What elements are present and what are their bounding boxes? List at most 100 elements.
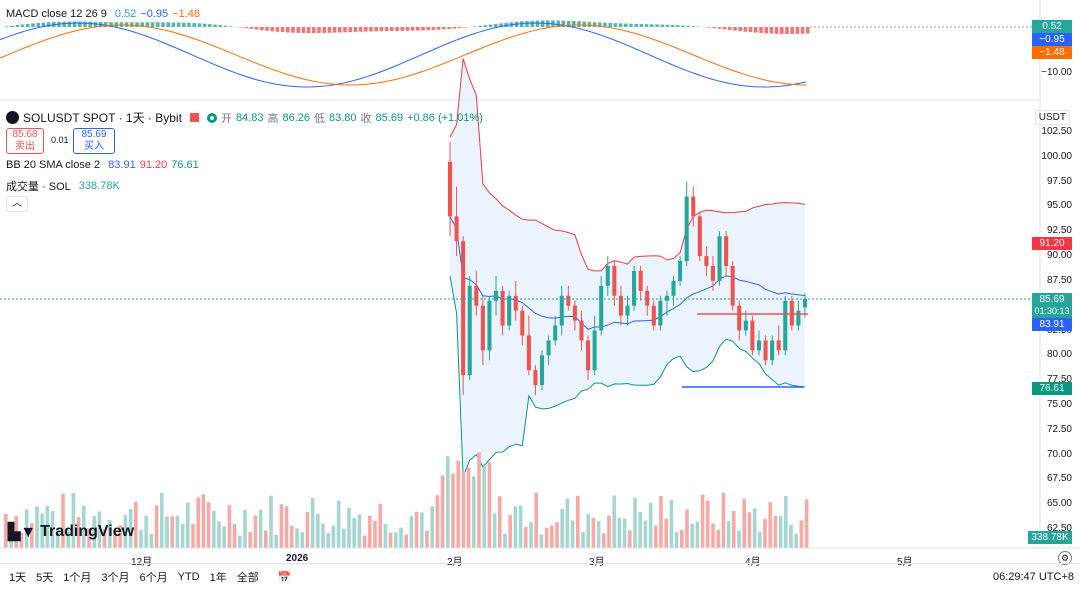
candle-body	[553, 325, 558, 341]
time-tick-feb: 2月	[447, 557, 463, 568]
macd-histogram-bar	[722, 27, 727, 30]
macd-histogram-bar	[410, 27, 415, 31]
timeframe-5d[interactable]: 5天	[36, 572, 54, 584]
volume-bar	[440, 475, 445, 548]
candle-countdown: 01:30:13	[1032, 305, 1072, 318]
macd-histogram-bar	[644, 24, 649, 27]
timeframe-1d[interactable]: 1天	[9, 572, 27, 584]
macd-histogram-bar	[795, 27, 800, 34]
macd-histogram-bar	[176, 22, 181, 27]
close-value: 85.69	[375, 111, 404, 124]
macd-histogram-bar	[291, 27, 295, 33]
collapse-legend-button[interactable]: ︿	[6, 196, 28, 212]
macd-histogram-bar	[556, 20, 560, 27]
symbol-title[interactable]: SOLUSDT SPOT · 1天 · Bybit	[23, 111, 182, 125]
macd-histogram-bar	[478, 25, 482, 27]
volume-bar	[721, 492, 726, 548]
macd-histogram-bar	[748, 27, 753, 33]
volume-bar	[643, 520, 648, 548]
macd-histogram-bar	[171, 22, 176, 27]
candle-body	[546, 340, 551, 356]
symbol-legend[interactable]: SOLUSDT SPOT · 1天 · Bybit 开 84.83 高 86.2…	[6, 109, 483, 126]
macd-histogram-bar	[686, 25, 690, 27]
price-tick: 102.50	[1041, 126, 1072, 137]
bb-legend[interactable]: BB 20 SMA close 2 83.91 91.20 76.61	[6, 159, 199, 171]
candle-body	[612, 265, 617, 296]
volume-legend[interactable]: 成交量 · SOL 338.78K	[6, 178, 120, 194]
volume-bar	[622, 518, 627, 548]
price-tick: 62.50	[1046, 523, 1072, 534]
tradingview-logo[interactable]: ▙▼ TradingView	[8, 522, 134, 542]
macd-histogram-bar	[36, 22, 40, 27]
macd-histogram-bar	[613, 23, 618, 27]
volume-bar	[30, 523, 34, 548]
macd-histogram-bar	[374, 27, 378, 32]
volume-bar	[435, 495, 440, 548]
volume-bar	[674, 532, 679, 548]
currency-selector[interactable]: USDT	[1034, 110, 1070, 125]
volume-bar	[326, 533, 330, 548]
macd-histogram-bar	[681, 25, 685, 27]
macd-histogram-bar	[156, 22, 160, 27]
change-value: +0.86 (+1.01%)	[407, 111, 483, 124]
volume-bar	[113, 532, 117, 548]
timeframe-1y[interactable]: 1年	[209, 572, 227, 584]
candle-body	[592, 330, 597, 371]
candle-body	[750, 320, 755, 351]
sell-button[interactable]: 85.68 卖出	[6, 128, 44, 154]
volume-bar	[212, 511, 216, 548]
volume-bar	[695, 521, 700, 548]
macd-histogram-bar	[31, 23, 35, 27]
time-tick-mar: 3月	[589, 557, 605, 568]
volume-bar	[503, 533, 507, 548]
macd-hist-tag: 0.52	[1032, 20, 1072, 33]
volume-bar	[149, 533, 154, 548]
volume-bar	[794, 533, 798, 548]
volume-bar	[544, 527, 549, 548]
macd-histogram-bar	[665, 24, 670, 27]
volume-bar	[248, 531, 252, 548]
volume-bar	[336, 500, 341, 548]
timeframe-1m[interactable]: 1个月	[63, 572, 92, 584]
volume-bar	[747, 512, 752, 548]
volume-bars	[4, 452, 809, 548]
macd-histogram-bar	[249, 27, 254, 29]
volume-bar	[565, 498, 570, 548]
timeframe-3m[interactable]: 3个月	[101, 572, 130, 584]
macd-histogram-bar	[566, 20, 571, 27]
candle-body	[645, 290, 650, 306]
alert-flag-icon[interactable]	[189, 113, 199, 122]
candle-body	[730, 265, 735, 306]
sol-logo-icon	[6, 111, 19, 124]
macd-histogram-bar	[228, 26, 233, 27]
timeframe-all[interactable]: 全部	[236, 572, 259, 584]
macd-histogram-bar	[348, 27, 352, 33]
volume-bar	[258, 509, 263, 548]
timeframe-6m[interactable]: 6个月	[139, 572, 168, 584]
macd-histogram-bar	[202, 23, 207, 27]
volume-bar	[217, 521, 221, 548]
volume-bar	[706, 500, 710, 548]
volume-bar	[498, 496, 502, 548]
macd-histogram-bar	[140, 22, 144, 27]
candle-body	[480, 305, 485, 351]
volume-bar	[607, 515, 611, 548]
price-tick: 95.00	[1046, 200, 1072, 212]
macd-axis-tick: −10.00	[1041, 67, 1072, 78]
volume-bar	[316, 513, 320, 548]
date-range-calendar-icon[interactable]: 📅	[277, 571, 292, 584]
volume-bar	[160, 493, 164, 548]
volume-bar	[804, 499, 809, 548]
buy-price: 85.69	[81, 129, 107, 140]
buy-button[interactable]: 85.69 买入	[73, 128, 115, 154]
clock-timezone[interactable]: 06:29:47 UTC+8	[992, 571, 1074, 583]
candle-body	[533, 370, 538, 386]
candle-body	[697, 216, 702, 257]
volume-bar	[628, 530, 632, 548]
settings-gear-icon[interactable]: ⚙	[1058, 551, 1072, 565]
macd-histogram-bar	[717, 27, 722, 29]
macd-histogram-bar	[494, 23, 498, 27]
timeframe-ytd[interactable]: YTD	[177, 571, 200, 583]
volume-bar	[570, 520, 575, 548]
